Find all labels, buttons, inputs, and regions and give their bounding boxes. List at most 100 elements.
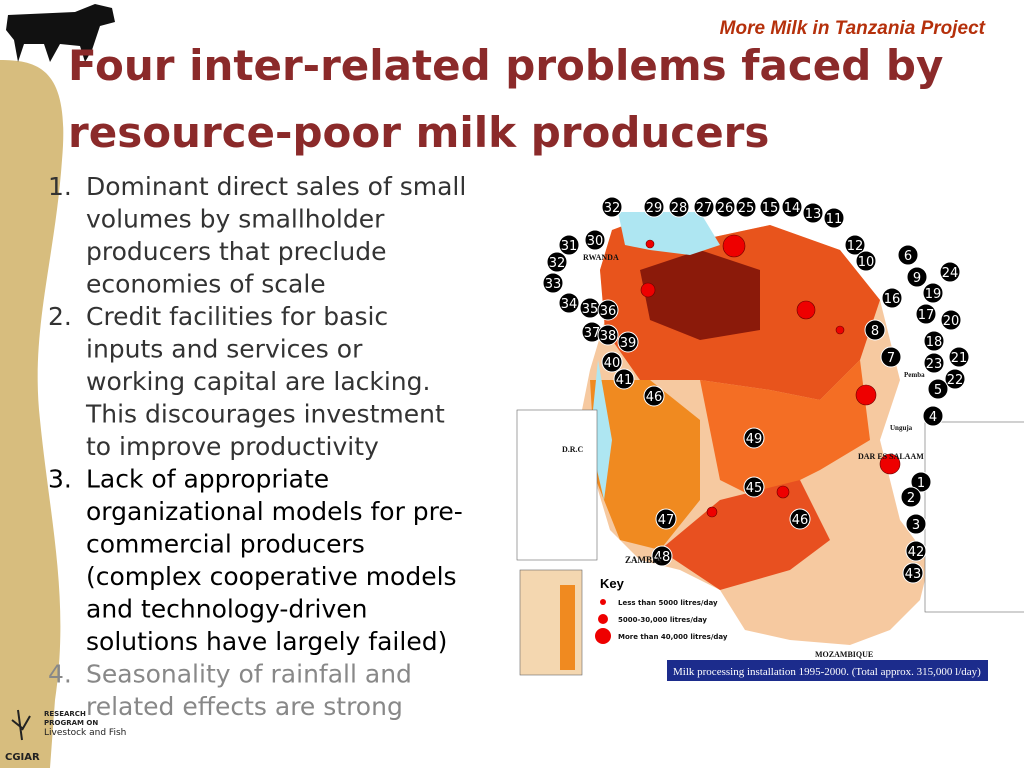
marker-circle xyxy=(714,196,736,218)
item-number: 3. xyxy=(48,465,72,494)
marker-circle xyxy=(897,244,919,266)
marker-circle xyxy=(601,351,623,373)
marker-circle xyxy=(881,287,903,309)
plant-dot xyxy=(776,485,790,499)
marker-circle xyxy=(584,229,606,251)
marker-label: 26 xyxy=(717,201,734,216)
marker-circle xyxy=(927,378,949,400)
lake-tanganyika xyxy=(590,360,612,500)
marker-circle xyxy=(940,309,962,331)
item-line: organizational models for pre- xyxy=(86,497,463,526)
marker-circle xyxy=(643,196,665,218)
item-line: Dominant direct sales of small xyxy=(86,172,466,201)
marker-circle xyxy=(597,324,619,346)
marker-label: 12 xyxy=(847,239,864,254)
marker-label: 14 xyxy=(784,201,801,216)
marker-circle xyxy=(905,513,927,535)
place-name: Pemba xyxy=(904,371,925,379)
marker-label: 19 xyxy=(925,287,942,302)
item-number: 2. xyxy=(48,302,72,331)
marker-circle xyxy=(880,346,902,368)
marker-circle xyxy=(743,476,765,498)
item-line: This discourages investment xyxy=(85,400,445,429)
plant-dot xyxy=(706,506,718,518)
marker-label: 11 xyxy=(826,212,843,227)
decor-band xyxy=(0,60,64,768)
marker-circle xyxy=(617,331,639,353)
plant-dot xyxy=(645,239,655,249)
key-dot xyxy=(595,628,611,644)
marker-label: 27 xyxy=(696,201,713,216)
marker-circle xyxy=(759,196,781,218)
marker-circle xyxy=(651,545,673,567)
marker-label: 16 xyxy=(884,292,901,307)
marker-label: 46 xyxy=(646,390,663,405)
item-line: and technology-driven xyxy=(86,595,368,624)
marker-circle xyxy=(844,234,866,256)
marker-circle xyxy=(668,196,690,218)
marker-circle xyxy=(613,368,635,390)
marker-circle xyxy=(944,368,966,390)
plant-dot xyxy=(835,325,845,335)
cow-silhouette xyxy=(6,4,115,62)
marker-label: 38 xyxy=(600,329,617,344)
marker-label: 43 xyxy=(905,567,922,582)
key-dot xyxy=(598,614,608,624)
item-line: Seasonality of rainfall and xyxy=(86,660,412,689)
marker-circle xyxy=(802,202,824,224)
marker-circle xyxy=(823,207,845,229)
item-line: inputs and services or xyxy=(86,335,363,364)
marker-label: 7 xyxy=(887,351,895,366)
item-line: Lack of appropriate xyxy=(86,465,329,494)
plant-dot xyxy=(855,384,877,406)
marker-circle xyxy=(781,196,803,218)
marker-circle xyxy=(655,508,677,530)
marker-label: 29 xyxy=(646,201,663,216)
marker-label: 42 xyxy=(908,545,925,560)
key-label: More than 40,000 litres/day xyxy=(618,633,728,641)
marker-circle xyxy=(915,303,937,325)
marker-circle xyxy=(789,508,811,530)
key-dot xyxy=(600,599,606,605)
marker-label: 18 xyxy=(926,335,943,350)
logo-text: PROGRAM ON xyxy=(44,719,98,727)
marker-circle xyxy=(905,540,927,562)
marker-label: 47 xyxy=(658,513,675,528)
marker-circle xyxy=(558,234,580,256)
marker-label: 46 xyxy=(792,513,809,528)
marker-label: 5 xyxy=(934,383,942,398)
item-line: producers that preclude xyxy=(86,237,386,266)
marker-label: 6 xyxy=(904,249,912,264)
key-label: 5000-30,000 litres/day xyxy=(618,616,707,624)
logo-text: Livestock and Fish xyxy=(44,728,126,738)
marker-circle xyxy=(558,292,580,314)
marker-label: 9 xyxy=(913,271,921,286)
marker-label: 31 xyxy=(561,239,578,254)
item-line: working capital are lacking. xyxy=(86,367,430,396)
marker-label: 25 xyxy=(738,201,755,216)
project-name: More Milk in Tanzania Project xyxy=(720,18,986,39)
caption-box xyxy=(667,660,988,681)
marker-label: 36 xyxy=(600,304,617,319)
map-region xyxy=(700,360,870,500)
marker-label: 35 xyxy=(582,302,599,317)
marker-circle xyxy=(923,352,945,374)
map-region xyxy=(660,480,830,590)
marker-label: 28 xyxy=(671,201,688,216)
place-name: D.R.C xyxy=(562,445,584,454)
marker-label: 13 xyxy=(805,207,822,222)
marker-label: 4 xyxy=(929,410,937,425)
logo-icon xyxy=(11,709,31,741)
marker-circle xyxy=(643,385,665,407)
plant-dot xyxy=(796,300,816,320)
item-number: 1. xyxy=(48,172,72,201)
marker-label: 48 xyxy=(654,550,671,565)
place-name: RWANDA xyxy=(583,253,619,262)
marker-label: 33 xyxy=(545,277,562,292)
place-name: Unguja xyxy=(890,424,913,432)
logo-org: CGIAR xyxy=(5,752,40,763)
mini-table xyxy=(516,409,598,561)
item-number: 4. xyxy=(48,660,72,689)
marker-label: 49 xyxy=(746,432,763,447)
title-line: resource-poor milk producers xyxy=(68,108,769,157)
